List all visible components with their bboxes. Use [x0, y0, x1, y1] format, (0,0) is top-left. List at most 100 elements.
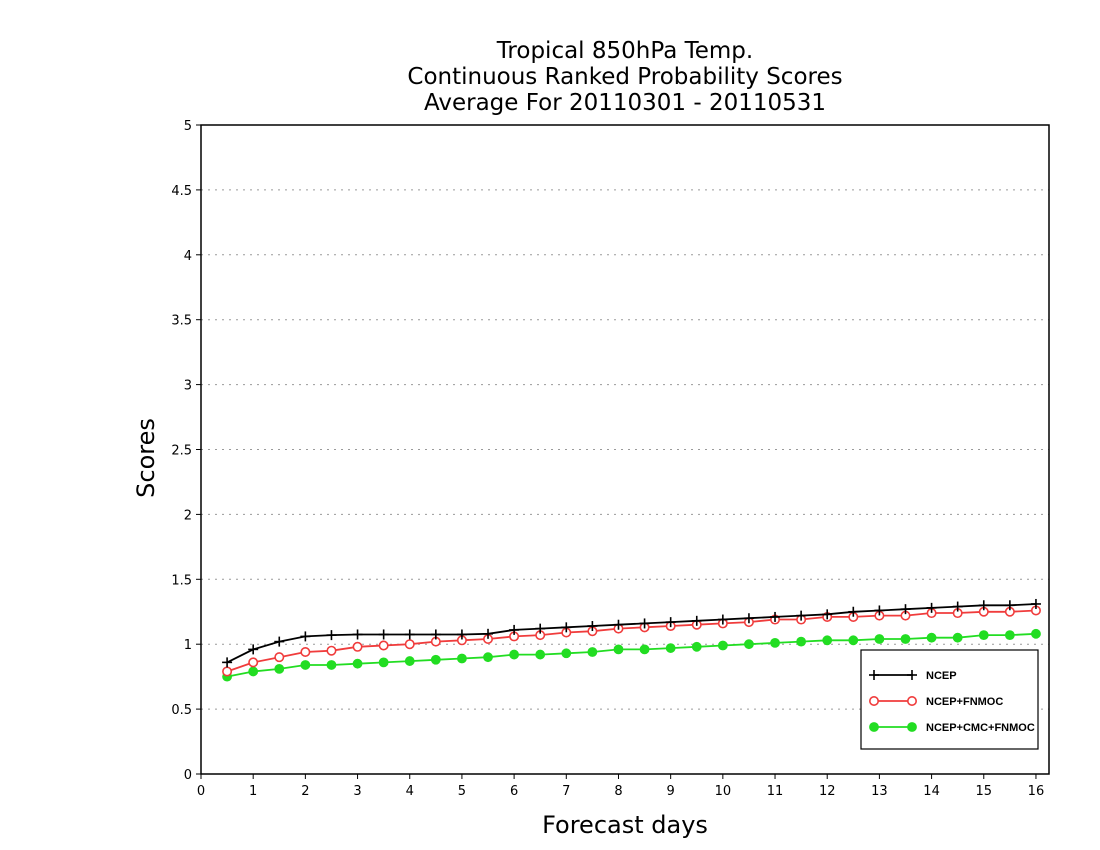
- x-tick-label: 5: [458, 784, 466, 799]
- title-line-1: Tropical 850hPa Temp.: [496, 38, 753, 64]
- data-point: [743, 613, 754, 624]
- y-tick-label: 4.5: [171, 184, 192, 199]
- x-tick-label: 8: [614, 784, 622, 799]
- y-tick-label: 2: [184, 508, 192, 523]
- data-point: [430, 629, 441, 640]
- x-tick-label: 9: [667, 784, 675, 799]
- y-tick-label: 4: [184, 249, 192, 264]
- grid: [201, 189, 1049, 710]
- data-point: [509, 624, 520, 635]
- data-point: [352, 658, 363, 669]
- legend-marker: [868, 695, 879, 706]
- x-tick-label: 3: [353, 784, 361, 799]
- data-point: [822, 635, 833, 646]
- data-point: [770, 638, 780, 648]
- y-tick-label: 0.5: [171, 703, 192, 718]
- data-point: [952, 601, 963, 612]
- data-point: [483, 652, 493, 663]
- data-point: [561, 622, 572, 633]
- data-point: [248, 644, 259, 655]
- data-point: [509, 649, 520, 660]
- x-axis-title: Forecast days: [542, 811, 708, 839]
- data-point: [248, 657, 259, 668]
- series-layer: [222, 598, 1041, 682]
- x-tick-label: 16: [1028, 784, 1045, 799]
- data-point: [900, 604, 911, 615]
- x-tick-label: 4: [406, 784, 414, 799]
- data-point: [274, 636, 285, 647]
- data-point: [848, 635, 859, 646]
- data-point: [561, 648, 572, 659]
- data-point: [378, 657, 389, 668]
- data-point: [691, 641, 702, 652]
- data-point: [535, 623, 546, 634]
- legend-box: [860, 649, 1039, 750]
- legend-item: NCEP+FNMOC: [868, 695, 1003, 708]
- data-point: [456, 629, 467, 640]
- data-point: [926, 602, 937, 613]
- series-0: [222, 598, 1041, 668]
- data-point: [665, 643, 676, 653]
- x-tick-label: 12: [819, 784, 836, 799]
- legend-marker: [869, 670, 879, 680]
- data-point: [430, 654, 441, 665]
- data-point: [404, 639, 415, 650]
- data-point: [300, 631, 311, 642]
- x-tick-label: 2: [301, 784, 309, 799]
- data-point: [796, 610, 807, 621]
- data-point: [874, 605, 885, 616]
- data-point: [717, 614, 728, 625]
- axis-ticks: [196, 124, 1037, 779]
- data-point: [587, 647, 598, 657]
- title-line-3: Average For 20110301 - 20110531: [424, 90, 826, 116]
- data-point: [822, 609, 833, 620]
- data-point: [274, 663, 285, 674]
- data-point: [326, 660, 337, 670]
- legend-label: NCEP+FNMOC: [926, 696, 1003, 708]
- data-point: [926, 632, 937, 643]
- data-point: [900, 634, 911, 644]
- legend-marker: [869, 722, 879, 732]
- data-point: [770, 611, 781, 622]
- data-point: [300, 660, 311, 670]
- data-point: [352, 641, 363, 652]
- legend-label: NCEP+CMC+FNMOC: [926, 722, 1035, 734]
- y-tick-label: 0: [184, 768, 192, 783]
- x-tick-label: 13: [871, 784, 888, 799]
- legend-item: NCEP: [869, 670, 957, 682]
- y-tick-label: 3.5: [171, 314, 192, 329]
- y-tick-label: 5: [184, 119, 192, 134]
- data-point: [248, 666, 259, 677]
- data-point: [535, 649, 546, 660]
- data-point: [300, 646, 311, 657]
- y-tick-label: 1.5: [171, 573, 192, 588]
- data-point: [483, 628, 494, 639]
- x-tick-label: 7: [562, 784, 570, 799]
- legend-label: NCEP: [926, 670, 957, 682]
- data-point: [613, 619, 624, 630]
- y-tick-label: 1: [184, 638, 192, 653]
- data-point: [639, 644, 650, 655]
- y-tick-label: 2.5: [171, 444, 192, 459]
- x-tick-label: 14: [923, 784, 940, 799]
- chart-title: Tropical 850hPa Temp. Continuous Ranked …: [407, 38, 842, 116]
- x-axis-tick-labels: 0 1 2 3 4 5 6 7 8 9 10 11 12 13 14 15 16: [197, 784, 1044, 799]
- data-point: [587, 621, 598, 632]
- data-point: [404, 629, 415, 640]
- title-line-2: Continuous Ranked Probability Scores: [407, 64, 842, 90]
- data-point: [1030, 598, 1041, 609]
- x-tick-label: 1: [249, 784, 257, 799]
- data-point: [978, 630, 989, 641]
- data-point: [1031, 628, 1041, 639]
- y-axis-title: Scores: [132, 418, 160, 498]
- x-tick-label: 11: [767, 784, 784, 799]
- data-point: [848, 606, 859, 617]
- series-2: [222, 628, 1041, 682]
- x-tick-label: 0: [197, 784, 205, 799]
- data-point: [404, 656, 415, 666]
- data-point: [326, 645, 337, 656]
- data-point: [665, 617, 676, 628]
- legend-marker: [907, 670, 917, 680]
- data-point: [352, 629, 363, 640]
- y-axis-tick-labels: 0 0.5 1 1.5 2 2.5 3 3.5 4 4.5 5: [171, 119, 192, 783]
